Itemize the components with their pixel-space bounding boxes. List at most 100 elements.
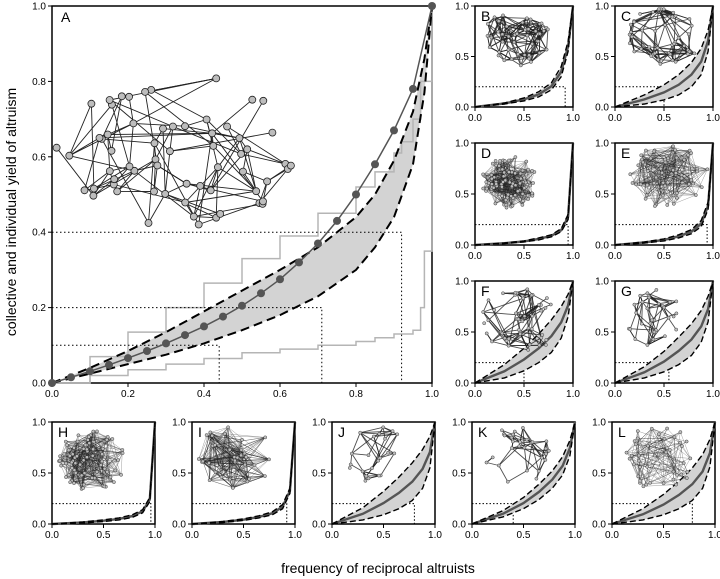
y-tick-label: 1.0: [452, 418, 466, 429]
network-node: [520, 203, 525, 207]
x-tick-label: 1.0: [708, 530, 720, 541]
network-node: [645, 306, 650, 311]
y-tick-label: 0.0: [32, 520, 46, 531]
network-edge: [202, 435, 213, 462]
network-node: [482, 321, 487, 326]
network-edge: [640, 462, 684, 481]
network-edge: [673, 178, 682, 204]
network-node: [489, 173, 494, 177]
network-edge: [687, 155, 702, 188]
network-edge: [206, 434, 266, 438]
y-tick-label: 1.0: [32, 418, 46, 429]
network-edge: [83, 481, 114, 485]
mean-marker: [48, 379, 56, 387]
network-node: [639, 47, 644, 51]
network-node: [544, 343, 548, 347]
network-edge: [639, 431, 681, 483]
network-edge: [638, 449, 670, 456]
network-node: [672, 41, 676, 46]
network-edge: [629, 34, 652, 57]
y-tick-label: 0.5: [455, 52, 469, 63]
y-tick-label: 0.8: [32, 77, 46, 88]
y-tick-label: 0.5: [455, 328, 469, 339]
network-edge: [259, 168, 289, 204]
network-edge: [254, 459, 270, 466]
network-edge: [654, 455, 691, 459]
network-edge: [212, 445, 220, 468]
network-edge: [649, 46, 689, 51]
network-node: [520, 319, 525, 324]
network-node: [189, 212, 198, 221]
network-edge: [641, 159, 663, 173]
network-node: [70, 466, 74, 470]
network-edge: [214, 444, 248, 482]
mean-marker: [105, 360, 113, 369]
network-node: [390, 429, 395, 433]
network-edge: [647, 146, 673, 172]
network-edge: [649, 297, 670, 303]
network-node: [116, 458, 120, 462]
network-node: [64, 461, 68, 466]
network-node: [544, 439, 549, 444]
network-node: [366, 453, 371, 458]
network-edge: [351, 432, 361, 454]
network-edge: [647, 428, 652, 467]
network-node: [120, 448, 125, 452]
network-nodes: [481, 287, 553, 352]
y-tick-label: 1.0: [172, 418, 186, 429]
network-node: [639, 321, 644, 326]
network-edge: [646, 297, 650, 309]
network-node: [67, 473, 71, 477]
network-edge: [107, 122, 134, 135]
network-node: [196, 181, 205, 190]
network-node: [524, 159, 529, 164]
network-node: [525, 33, 530, 38]
x-tick-label: 0.0: [468, 251, 482, 262]
network-nodes: [485, 13, 550, 68]
network-node: [695, 169, 699, 174]
network-node: [79, 473, 84, 478]
network-node: [634, 182, 638, 187]
panel-e: 0.0 0.5 1.0 0.0 0.5 1.0 E: [595, 139, 720, 263]
network-edge: [80, 459, 119, 477]
x-tick-label: 0.2: [121, 389, 135, 400]
network-node: [684, 439, 689, 444]
network-edge: [645, 172, 663, 199]
network-node: [489, 182, 494, 186]
network-node: [520, 192, 525, 196]
network-node: [386, 450, 390, 455]
network-node: [665, 426, 669, 431]
network-edge: [631, 445, 649, 456]
network-edge: [226, 126, 286, 165]
network-node: [489, 35, 494, 40]
network-edge: [657, 24, 666, 49]
network-node: [681, 461, 686, 465]
network-node: [231, 486, 235, 490]
network-edge: [246, 456, 270, 460]
panel-label: A: [61, 9, 71, 25]
network-edges: [630, 146, 708, 207]
upper-step-line: [52, 6, 433, 384]
network-edge: [145, 77, 217, 93]
network-node: [678, 440, 683, 445]
panel-label: L: [618, 424, 626, 440]
network-node: [646, 169, 650, 173]
network-node: [248, 95, 257, 104]
network-node: [501, 180, 505, 184]
network-edge: [68, 103, 92, 156]
network-edge: [109, 99, 171, 152]
network-node: [377, 432, 382, 436]
network-node: [487, 45, 492, 50]
network-node: [95, 429, 99, 434]
y-tick-label: 0.0: [455, 379, 469, 390]
network-node: [641, 160, 645, 165]
network-edge: [112, 438, 119, 461]
reference-line: [52, 231, 403, 383]
network-edge: [650, 471, 674, 483]
mean-marker: [200, 322, 208, 331]
network-edge: [496, 185, 508, 198]
y-tick-label: 0.5: [455, 190, 469, 201]
network-edge: [488, 299, 510, 340]
network-node: [349, 451, 354, 456]
network-edge: [101, 461, 122, 475]
